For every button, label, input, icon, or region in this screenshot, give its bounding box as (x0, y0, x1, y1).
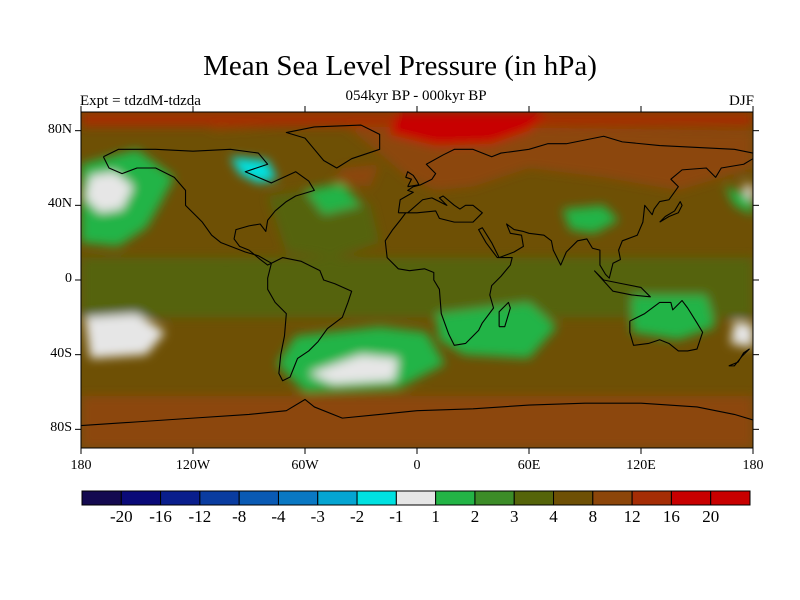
coastline-greenland (285, 124, 381, 169)
colorbar-swatch (199, 490, 240, 506)
colorbar-swatch (317, 490, 358, 506)
colorbar-label: -4 (271, 507, 286, 526)
coastline-new-zealand (728, 348, 750, 367)
colorbar-label: -16 (149, 507, 172, 526)
lat-label: 40S (50, 345, 72, 361)
region-north-atlantic-1 (99, 257, 231, 299)
colorbar-label: -1 (389, 507, 404, 526)
coastline-eurasia-africa (384, 135, 753, 346)
coastline-madagascar (498, 301, 511, 328)
colorbar-label: 2 (470, 507, 480, 526)
colorbar-swatch (710, 490, 751, 506)
coastline-australia (629, 299, 704, 352)
coastline-south-america (267, 257, 353, 382)
region-aleutian-minimum-1 (743, 182, 753, 202)
colorbar-label: -8 (232, 507, 247, 526)
figure-subtitle: 054kyr BP - 000kyr BP (345, 88, 487, 104)
colorbar-swatch (277, 490, 319, 506)
lon-label: 120E (626, 458, 656, 473)
colorbar-label: -2 (349, 507, 365, 526)
lat-label: 0 (65, 271, 72, 286)
colorbar-swatch (120, 490, 162, 506)
region-aleutian-minimum (84, 171, 134, 213)
colorbar-label: -12 (188, 507, 212, 526)
colorbar-swatch (670, 490, 712, 506)
region-southern-ocean (81, 395, 753, 448)
coastline-antarctica (81, 398, 753, 427)
region-arctic-high (389, 112, 548, 146)
colorbar-label: -20 (109, 507, 133, 526)
lat-label: 40N (47, 196, 72, 212)
colorbar-swatch (356, 490, 397, 506)
lat-label: 80S (50, 420, 72, 436)
region-northern-hemisphere-high-1 (333, 164, 380, 187)
colorbar-label: 1 (431, 507, 440, 526)
colorbar-swatch (474, 490, 515, 506)
colorbar-label: 20 (702, 507, 720, 526)
coastline-indonesia (593, 270, 651, 298)
lat-label: 80N (47, 121, 72, 137)
region-tropics (81, 257, 753, 318)
colorbar-swatch (631, 490, 672, 506)
lon-label: 180 (70, 458, 92, 473)
region-hudson-bay-low (230, 156, 277, 183)
colorbar-label: 16 (662, 507, 680, 526)
colorbar-label: 12 (623, 507, 641, 526)
colorbar-label: 8 (588, 507, 598, 526)
colorbar-swatch (395, 490, 437, 506)
figure-title: Mean Sea Level Pressure (in hPa) (203, 50, 597, 82)
season-label: DJF (728, 93, 754, 109)
colorbar-swatch (160, 490, 201, 506)
region-south-atlantic-2 (631, 294, 716, 340)
lon-label: 180 (742, 458, 764, 473)
region-south-atlantic-minimum (308, 354, 399, 385)
colorbar-swatch (553, 490, 594, 506)
region-north-pacific-1 (305, 182, 361, 215)
colorbar-swatch (238, 490, 279, 506)
coastline-uk (405, 171, 420, 188)
region-south-atlantic-1 (435, 302, 557, 359)
coastline-japan (659, 201, 683, 223)
lon-label: 60W (291, 458, 319, 473)
colorbar-swatch (592, 490, 633, 506)
colorbar-swatch (513, 490, 555, 506)
lon-label: 120W (175, 458, 211, 473)
colorbar-label: 4 (549, 507, 558, 526)
coastline-north-america (102, 148, 315, 266)
region-southeast-pacific (84, 313, 165, 359)
colorbar-swatch (435, 490, 476, 506)
lon-label: 0 (413, 458, 421, 473)
experiment-label: Expt = tdzdM-tdzda (80, 93, 201, 109)
region-tibetan-plateau (562, 205, 619, 234)
region-southeast-pacific-1 (730, 321, 753, 348)
colorbar-label: 3 (509, 507, 519, 526)
colorbar-label: -3 (310, 507, 325, 526)
lon-label: 60E (517, 458, 541, 473)
colorbar-swatch (81, 490, 122, 506)
